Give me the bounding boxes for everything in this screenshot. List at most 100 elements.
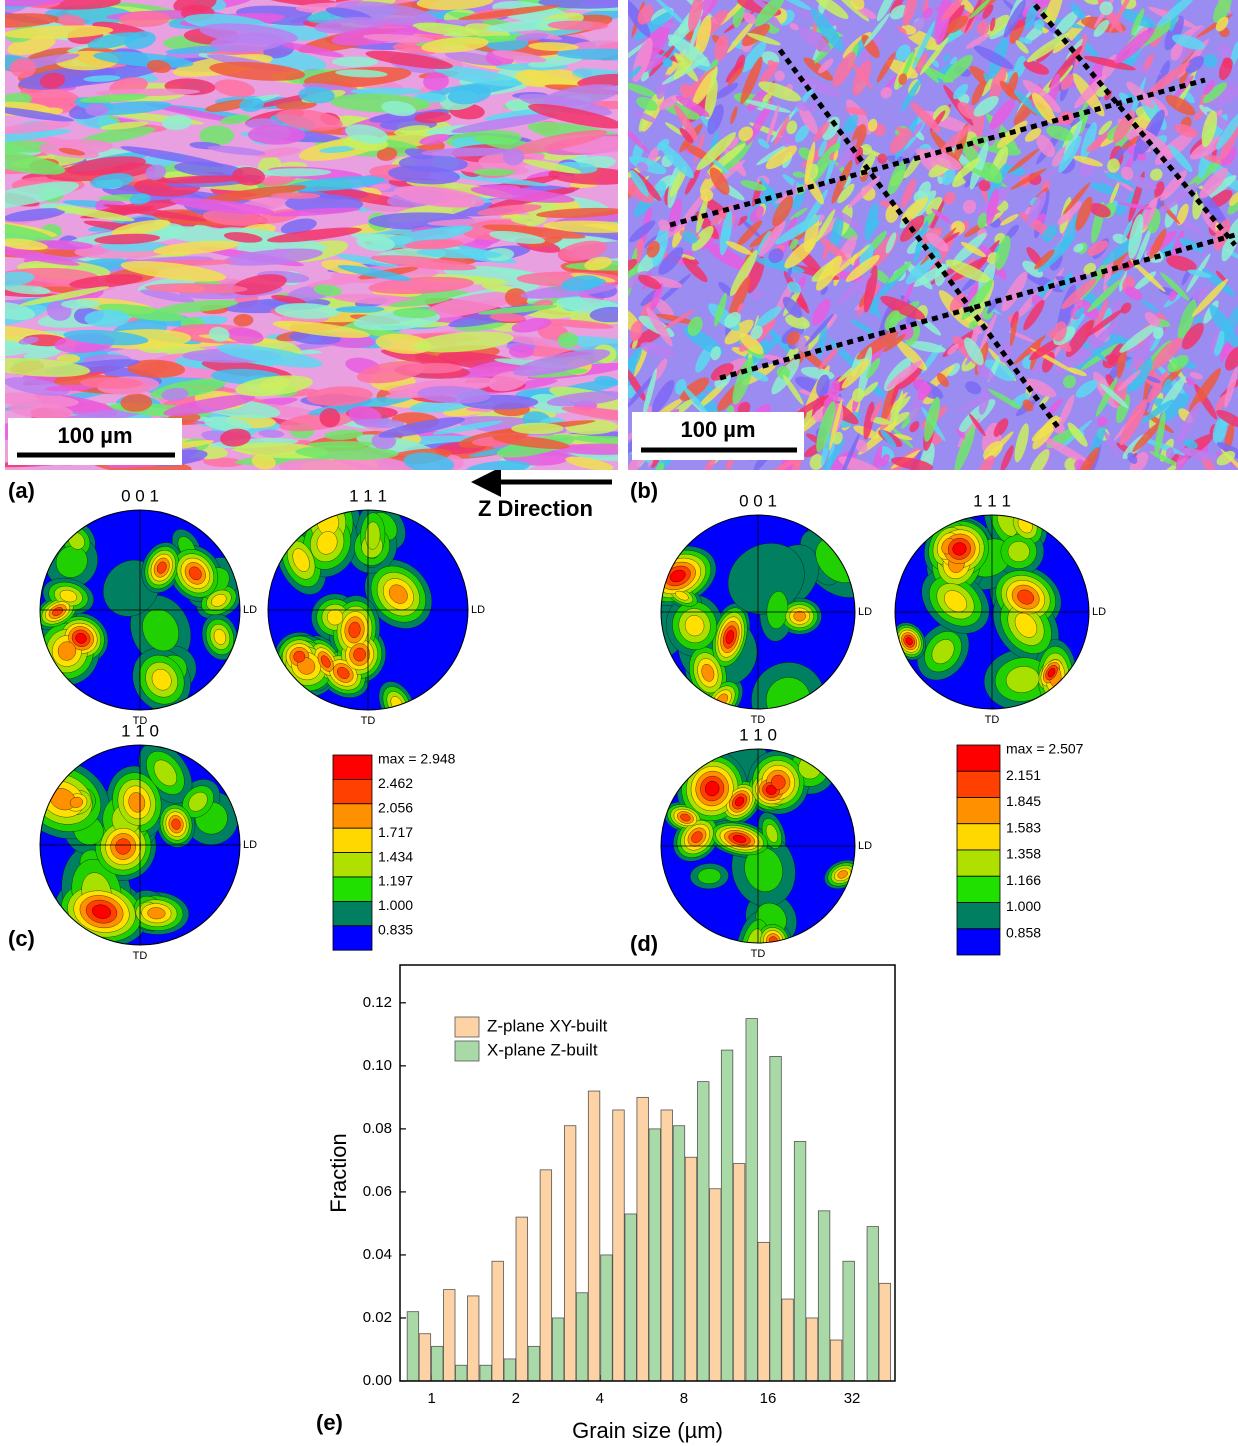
- grain: [511, 423, 564, 434]
- panel-label: (d): [630, 931, 658, 956]
- legend-cell: [333, 804, 372, 828]
- page: 100 µm 100 µm (a) (b) Z Direction 0 0 1 LD TD 1 …: [0, 0, 1238, 1446]
- legend-label: 0.835: [378, 922, 413, 938]
- y-tick-label: 0.04: [363, 1246, 392, 1263]
- scale-bar-label: 100 µm: [680, 417, 755, 442]
- bar: [588, 1091, 600, 1381]
- pole-contour: [794, 611, 806, 621]
- bar: [721, 1050, 733, 1381]
- bar: [444, 1290, 456, 1381]
- legend-cell: [957, 824, 1000, 850]
- bar: [419, 1334, 431, 1381]
- legend-label: 1.197: [378, 873, 413, 889]
- bar: [467, 1296, 479, 1381]
- legend-cell: [957, 771, 1000, 797]
- direction-label: Z Direction: [478, 496, 593, 521]
- figure: 100 µm 100 µm (a) (b) Z Direction 0 0 1 LD TD 1 …: [0, 0, 1238, 1446]
- legend-label: Z-plane XY-built: [487, 1016, 608, 1035]
- x-tick-label: 2: [512, 1390, 520, 1407]
- legend-cell: [957, 745, 1000, 771]
- legend-label: 2.056: [378, 800, 413, 816]
- bar: [710, 1189, 722, 1381]
- bar: [758, 1242, 770, 1381]
- legend-cell: [333, 779, 372, 803]
- legend-cell: [333, 926, 372, 950]
- pole-figure: [3, 733, 242, 956]
- pole-figure: [263, 481, 468, 733]
- bar: [818, 1211, 830, 1381]
- legend-cell: [333, 877, 372, 901]
- ld-label: LD: [858, 840, 872, 852]
- legend-cell: [957, 929, 1000, 955]
- x-tick-label: 8: [680, 1390, 688, 1407]
- y-tick-label: 0.02: [363, 1309, 392, 1326]
- panel-label: (a): [8, 478, 35, 503]
- bar: [673, 1126, 685, 1381]
- bar: [564, 1126, 576, 1381]
- bar: [782, 1299, 794, 1381]
- bar: [649, 1129, 661, 1381]
- ld-label: LD: [1092, 606, 1106, 618]
- ebsd-map: [0, 0, 664, 483]
- bar: [432, 1346, 444, 1381]
- bar: [492, 1261, 504, 1381]
- bar: [601, 1255, 613, 1381]
- pole-title: 0 0 1: [121, 486, 159, 505]
- legend-label: X-plane Z-built: [487, 1040, 598, 1059]
- bar: [867, 1227, 879, 1381]
- legend-swatch: [455, 1017, 479, 1037]
- bar: [540, 1170, 552, 1381]
- legend-label: max = 2.507: [1006, 741, 1084, 757]
- legend-label: 2.151: [1006, 767, 1041, 783]
- y-tick-label: 0.12: [363, 994, 392, 1011]
- ld-label: LD: [858, 606, 872, 618]
- bar: [661, 1110, 673, 1381]
- scale-bar-label: 100 µm: [57, 423, 132, 448]
- panel-label: (c): [8, 926, 35, 951]
- panel-label: (b): [630, 478, 658, 503]
- legend-cell: [333, 828, 372, 852]
- legend-cell: [957, 798, 1000, 824]
- td-label: TD: [361, 715, 376, 727]
- bar: [879, 1283, 891, 1381]
- x-tick-label: 4: [596, 1390, 604, 1407]
- x-tick-label: 1: [428, 1390, 436, 1407]
- bar: [746, 1019, 758, 1381]
- legend-label: max = 2.948: [378, 751, 456, 767]
- grain: [509, 345, 534, 358]
- bar: [806, 1318, 818, 1381]
- bar: [794, 1141, 806, 1381]
- legend-label: 0.858: [1006, 924, 1041, 940]
- legend-label: 2.462: [378, 775, 413, 791]
- pole-title: 1 1 1: [349, 486, 387, 505]
- td-label: TD: [133, 950, 148, 962]
- legend-cell: [957, 850, 1000, 876]
- bar: [830, 1340, 842, 1381]
- y-tick-label: 0.06: [363, 1183, 392, 1200]
- pole-figure: [886, 482, 1089, 715]
- legend-cell: [957, 876, 1000, 902]
- x-axis-label: Grain size (µm): [572, 1418, 723, 1443]
- legend-label: 1.717: [378, 824, 413, 840]
- bar: [552, 1318, 564, 1381]
- legend-label: 1.166: [1006, 872, 1041, 888]
- bar: [698, 1082, 710, 1381]
- pole-title: 1 1 1: [973, 491, 1011, 510]
- bar: [613, 1110, 625, 1381]
- ld-label: LD: [471, 604, 485, 616]
- x-tick-label: 16: [760, 1390, 777, 1407]
- legend-cell: [957, 903, 1000, 929]
- pole-figure: [28, 510, 250, 722]
- y-axis-label: Fraction: [326, 1133, 351, 1212]
- legend-cell: [333, 755, 372, 779]
- bar: [843, 1261, 855, 1381]
- bar: [733, 1164, 745, 1381]
- td-label: TD: [751, 714, 766, 726]
- pole-title: 1 1 0: [121, 721, 159, 740]
- grain: [10, 58, 36, 78]
- td-label: TD: [751, 948, 766, 960]
- ld-label: LD: [243, 604, 257, 616]
- bar: [516, 1217, 528, 1381]
- legend-cell: [333, 901, 372, 925]
- legend-swatch: [455, 1041, 479, 1061]
